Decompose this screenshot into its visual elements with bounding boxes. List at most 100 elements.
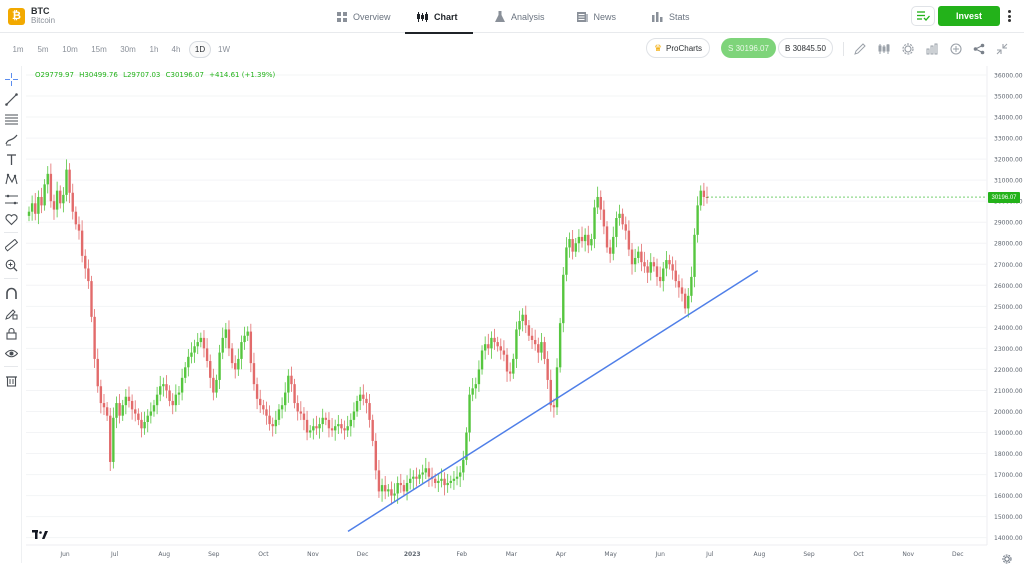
brush-icon[interactable]: [3, 131, 19, 147]
main-tabs: Overview Chart Analysis News Stats: [325, 0, 702, 34]
more-options-icon[interactable]: [1004, 8, 1014, 24]
candle-body: [662, 268, 665, 282]
y-tick-label: 24000.00: [994, 325, 1023, 332]
crosshair-icon[interactable]: [3, 71, 19, 87]
timeframe-10m[interactable]: 10m: [62, 45, 78, 54]
sidebar-divider: [4, 366, 18, 367]
sidebar-divider: [4, 278, 18, 279]
magnet-icon[interactable]: [3, 285, 19, 301]
candle-body: [137, 413, 140, 420]
candle-body: [596, 196, 599, 208]
candle-body: [293, 384, 296, 404]
candle-body: [259, 398, 262, 406]
add-circle-icon[interactable]: [949, 42, 963, 56]
lock-drawings-pencil-icon[interactable]: [3, 305, 19, 321]
candle-body: [412, 476, 415, 479]
candle-body: [40, 196, 43, 206]
timeframe-1d[interactable]: 1D: [189, 41, 211, 58]
timeframe-1m[interactable]: 1m: [12, 45, 24, 54]
y-tick-label: 27000.00: [994, 262, 1023, 269]
candle-body: [43, 184, 46, 206]
invest-button[interactable]: Invest: [938, 6, 1000, 26]
candle-body: [699, 190, 702, 206]
candle-body: [118, 403, 121, 416]
candle-body: [296, 403, 299, 412]
visibility-eye-icon[interactable]: [3, 345, 19, 361]
candle-body: [215, 379, 218, 393]
candle-body: [237, 358, 240, 370]
candle-body: [474, 384, 477, 389]
draw-pencil-icon[interactable]: [853, 42, 867, 56]
candle-body: [380, 485, 384, 492]
lock-icon[interactable]: [3, 325, 19, 341]
candle-body: [265, 409, 268, 416]
candle-body: [612, 236, 615, 254]
x-tick-label: Apr: [556, 551, 567, 558]
candle-body: [608, 247, 612, 254]
tab-news[interactable]: News: [565, 0, 629, 33]
candle-body: [115, 403, 118, 418]
candle-body: [327, 419, 331, 429]
parallel-channel-icon[interactable]: [3, 111, 19, 127]
collapse-icon[interactable]: [995, 42, 1009, 56]
candle-body: [365, 398, 368, 404]
candle-body: [468, 394, 471, 433]
tab-chart[interactable]: Chart: [405, 0, 473, 34]
asset-header[interactable]: ₿ BTC Bitcoin: [8, 6, 55, 26]
procharts-button[interactable]: ♛ ProCharts: [646, 38, 710, 58]
settings-gear-icon[interactable]: [901, 42, 915, 56]
timeframe-30m[interactable]: 30m: [120, 45, 136, 54]
candle-body: [621, 213, 624, 225]
share-icon[interactable]: [972, 42, 986, 56]
tab-analysis[interactable]: Analysis: [483, 0, 557, 33]
candle-body: [483, 344, 487, 351]
tab-stats[interactable]: Stats: [640, 0, 702, 33]
candle-body: [299, 411, 303, 414]
measure-range-icon[interactable]: [3, 191, 19, 207]
x-tick-label: Nov: [307, 551, 319, 558]
procharts-label: ProCharts: [666, 43, 703, 53]
candle-body: [355, 400, 359, 412]
text-tool-icon[interactable]: [3, 151, 19, 167]
buy-button[interactable]: B 30845.50: [778, 38, 833, 58]
candle-body: [130, 400, 134, 410]
x-tick-label: Jun: [655, 551, 666, 558]
ohlc-close: C30196.07: [165, 71, 204, 79]
candle-body: [227, 329, 231, 349]
trendline: [347, 269, 759, 532]
zoom-in-icon[interactable]: [3, 257, 19, 273]
ohlc-open: O29779.97: [35, 71, 74, 79]
candle-body: [430, 476, 434, 479]
timeframe-15m[interactable]: 15m: [91, 45, 107, 54]
x-tick-label: Aug: [158, 551, 170, 558]
trash-icon[interactable]: [3, 372, 19, 388]
sell-button[interactable]: S 30196.07: [721, 38, 776, 58]
y-tick-label: 16000.00: [994, 493, 1023, 500]
heart-icon[interactable]: [3, 211, 19, 227]
y-tick-label: 32000.00: [994, 157, 1023, 164]
chart-settings-gear-icon[interactable]: [1002, 551, 1012, 564]
watchlist-button[interactable]: [911, 6, 935, 26]
candle-body: [624, 224, 627, 231]
candle-body: [458, 472, 462, 477]
timeframe-5m[interactable]: 5m: [37, 45, 49, 54]
indicators-icon[interactable]: [925, 42, 939, 56]
timeframe-1w[interactable]: 1W: [218, 45, 230, 54]
timeframe-4h[interactable]: 4h: [171, 45, 181, 54]
x-tick-label: Jul: [705, 551, 714, 558]
candle-body: [427, 468, 431, 477]
timeframe-1h[interactable]: 1h: [149, 45, 159, 54]
candle-body: [102, 403, 106, 408]
candle-body: [330, 428, 334, 431]
candle-body: [633, 257, 637, 265]
candle-body: [59, 190, 62, 204]
tab-overview[interactable]: Overview: [325, 0, 403, 33]
candle-body: [74, 211, 78, 225]
candle-body: [415, 476, 418, 479]
ruler-icon[interactable]: [3, 237, 19, 253]
candle-body: [193, 346, 196, 353]
chart-type-icon[interactable]: [877, 42, 891, 56]
pattern-tool-icon[interactable]: [3, 171, 19, 187]
trend-line-icon[interactable]: [3, 91, 19, 107]
